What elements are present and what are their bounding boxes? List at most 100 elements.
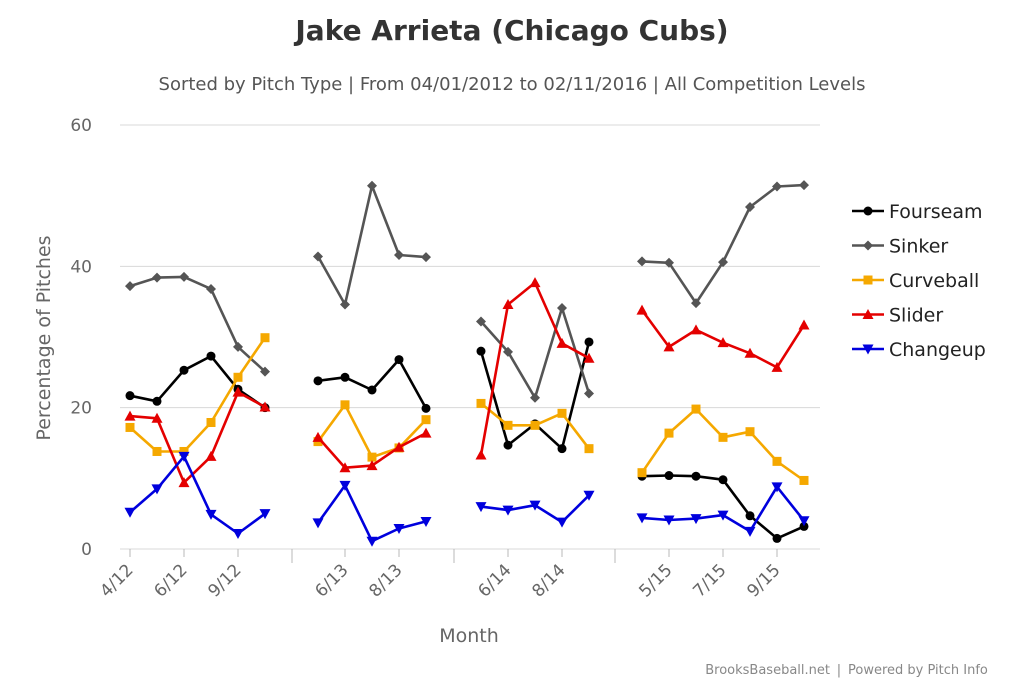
data-point-curveball[interactable]	[745, 427, 755, 437]
data-point-sinker[interactable]	[206, 283, 216, 294]
data-point-sinker[interactable]	[530, 392, 540, 403]
legend-marker-changeup[interactable]	[862, 344, 874, 355]
data-point-changeup[interactable]	[690, 514, 702, 525]
data-point-curveball[interactable]	[421, 415, 431, 425]
data-point-slider[interactable]	[744, 347, 756, 358]
data-point-slider[interactable]	[583, 352, 595, 363]
credit-left[interactable]: BrooksBaseball.net	[705, 663, 830, 678]
data-point-changeup[interactable]	[420, 516, 432, 527]
data-point-changeup[interactable]	[232, 528, 244, 539]
data-point-slider[interactable]	[420, 427, 432, 438]
legend-marker-curveball[interactable]	[863, 275, 873, 285]
data-point-curveball[interactable]	[799, 475, 809, 485]
data-point-changeup[interactable]	[339, 480, 351, 491]
data-point-slider[interactable]	[556, 337, 568, 348]
legend[interactable]: Fourseam Sinker Curveball Slider Changeup	[852, 201, 986, 361]
data-point-curveball[interactable]	[125, 422, 135, 432]
data-point-curveball[interactable]	[637, 468, 647, 478]
data-point-slider[interactable]	[663, 341, 675, 352]
data-point-sinker[interactable]	[313, 251, 323, 262]
data-point-slider[interactable]	[502, 298, 514, 309]
data-point-slider[interactable]	[717, 337, 729, 348]
data-point-curveball[interactable]	[584, 444, 594, 454]
data-point-changeup[interactable]	[583, 490, 595, 501]
data-point-fourseam[interactable]	[394, 355, 404, 365]
data-point-slider[interactable]	[178, 477, 190, 488]
data-point-slider[interactable]	[366, 460, 378, 471]
data-point-sinker[interactable]	[476, 316, 486, 327]
data-point-fourseam[interactable]	[367, 385, 377, 395]
data-point-slider[interactable]	[771, 361, 783, 372]
data-point-fourseam[interactable]	[421, 403, 431, 413]
data-point-changeup[interactable]	[393, 524, 405, 535]
data-point-slider[interactable]	[312, 431, 324, 442]
data-point-curveball[interactable]	[233, 372, 243, 382]
data-point-slider[interactable]	[232, 386, 244, 397]
data-point-sinker[interactable]	[557, 303, 567, 314]
data-point-changeup[interactable]	[556, 517, 568, 528]
data-point-fourseam[interactable]	[476, 346, 486, 356]
legend-item-curveball[interactable]: Curveball	[852, 270, 979, 292]
legend-marker-slider[interactable]	[862, 309, 874, 319]
data-point-curveball[interactable]	[206, 418, 216, 428]
data-point-curveball[interactable]	[503, 420, 513, 430]
data-point-slider[interactable]	[205, 450, 217, 461]
data-point-changeup[interactable]	[178, 451, 190, 462]
data-point-sinker[interactable]	[394, 250, 404, 261]
data-point-curveball[interactable]	[340, 400, 350, 410]
data-point-curveball[interactable]	[718, 432, 728, 442]
data-point-sinker[interactable]	[745, 201, 755, 212]
data-point-fourseam[interactable]	[584, 337, 594, 347]
data-point-curveball[interactable]	[530, 420, 540, 430]
data-point-fourseam[interactable]	[179, 365, 189, 375]
data-point-changeup[interactable]	[502, 505, 514, 516]
data-point-changeup[interactable]	[771, 482, 783, 493]
data-point-sinker[interactable]	[691, 298, 701, 309]
data-point-sinker[interactable]	[152, 272, 162, 283]
data-point-fourseam[interactable]	[125, 391, 135, 401]
data-point-sinker[interactable]	[718, 257, 728, 268]
data-point-slider[interactable]	[690, 324, 702, 335]
data-point-curveball[interactable]	[152, 446, 162, 456]
data-point-fourseam[interactable]	[691, 471, 701, 481]
data-point-changeup[interactable]	[717, 510, 729, 521]
data-point-changeup[interactable]	[475, 502, 487, 513]
data-point-changeup[interactable]	[151, 484, 163, 495]
data-point-sinker[interactable]	[799, 180, 809, 191]
data-point-curveball[interactable]	[772, 456, 782, 466]
data-point-changeup[interactable]	[663, 515, 675, 526]
data-point-sinker[interactable]	[340, 299, 350, 310]
data-point-sinker[interactable]	[584, 388, 594, 399]
data-point-fourseam[interactable]	[152, 396, 162, 406]
data-point-curveball[interactable]	[367, 452, 377, 462]
data-point-fourseam[interactable]	[503, 440, 513, 450]
data-point-fourseam[interactable]	[313, 376, 323, 386]
data-point-slider[interactable]	[475, 449, 487, 460]
legend-marker-sinker[interactable]	[863, 240, 873, 251]
data-point-sinker[interactable]	[637, 256, 647, 267]
data-point-curveball[interactable]	[260, 333, 270, 343]
data-point-changeup[interactable]	[366, 536, 378, 547]
data-point-fourseam[interactable]	[799, 521, 809, 531]
data-point-sinker[interactable]	[260, 366, 270, 377]
data-point-sinker[interactable]	[664, 257, 674, 268]
legend-item-sinker[interactable]: Sinker	[852, 236, 948, 258]
data-point-changeup[interactable]	[636, 513, 648, 524]
data-point-sinker[interactable]	[233, 341, 243, 352]
data-point-slider[interactable]	[259, 401, 271, 412]
data-point-changeup[interactable]	[124, 507, 136, 518]
data-point-slider[interactable]	[339, 462, 351, 473]
data-point-slider[interactable]	[529, 277, 541, 288]
data-point-fourseam[interactable]	[206, 351, 216, 361]
data-point-fourseam[interactable]	[718, 475, 728, 485]
data-point-slider[interactable]	[798, 319, 810, 330]
legend-marker-fourseam[interactable]	[863, 206, 873, 216]
data-point-sinker[interactable]	[772, 181, 782, 192]
data-point-changeup[interactable]	[798, 516, 810, 527]
legend-item-slider[interactable]: Slider	[852, 305, 943, 327]
data-point-slider[interactable]	[151, 412, 163, 423]
credit-right[interactable]: Powered by Pitch Info	[848, 663, 988, 678]
data-point-sinker[interactable]	[125, 281, 135, 292]
legend-item-fourseam[interactable]: Fourseam	[852, 201, 982, 223]
data-point-fourseam[interactable]	[340, 372, 350, 382]
